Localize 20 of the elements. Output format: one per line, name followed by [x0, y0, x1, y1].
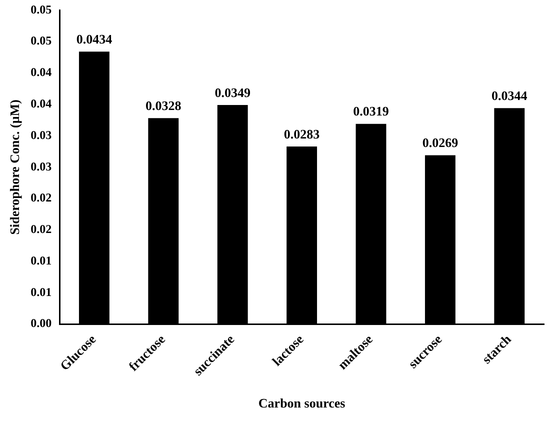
data-label: 0.0434 [76, 31, 113, 46]
y-tick-label: 0.05 [30, 34, 52, 48]
y-tick-label: 0.03 [30, 128, 52, 142]
y-tick-label: 0.02 [30, 190, 52, 205]
data-label: 0.0269 [422, 135, 459, 150]
x-axis-title: Carbon sources [258, 396, 346, 411]
y-tick-label: 0.03 [30, 159, 52, 174]
y-tick-label: 0.04 [30, 65, 52, 80]
data-label: 0.0349 [214, 84, 251, 100]
y-tick-label: 0.05 [30, 2, 52, 16]
y-tick-label: 0.01 [30, 284, 52, 299]
y-tick-label: 0.01 [30, 253, 52, 268]
y-tick-label: 0.00 [30, 316, 52, 330]
data-label: 0.0283 [284, 126, 320, 142]
data-label: 0.0328 [146, 98, 182, 114]
y-tick-label: 0.04 [30, 96, 52, 110]
data-label: 0.0344 [492, 88, 528, 103]
y-axis-title: Siderophore Conc. (µM) [7, 100, 22, 235]
data-label: 0.0319 [353, 104, 390, 119]
y-tick-label: 0.02 [30, 222, 52, 236]
